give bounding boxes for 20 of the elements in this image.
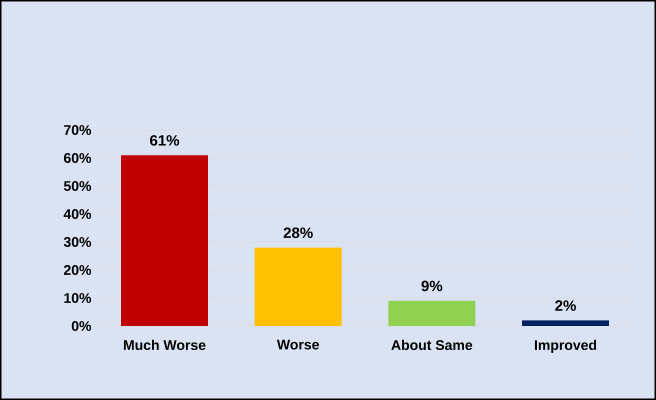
- bar: [522, 320, 610, 326]
- y-tick-label: 10%: [64, 293, 92, 303]
- bar: [254, 248, 342, 326]
- bar: [388, 300, 476, 326]
- x-tick-label: Improved: [534, 340, 596, 353]
- y-tick-label: 0%: [72, 321, 92, 331]
- y-tick-label: 60%: [64, 153, 92, 163]
- bar: [121, 155, 208, 326]
- data-label: 28%: [284, 227, 313, 238]
- y-tick-label: 40%: [64, 209, 92, 219]
- x-tick-label: About Same: [391, 340, 472, 350]
- data-label: 61%: [150, 135, 180, 146]
- y-tick-label: 50%: [64, 181, 92, 191]
- y-tick-label: 70%: [64, 125, 92, 135]
- data-label: 9%: [422, 280, 442, 292]
- y-tick-label: 30%: [64, 237, 92, 247]
- x-tick-label: Much Worse: [124, 340, 206, 350]
- x-tick-label: Worse: [276, 340, 319, 350]
- y-tick-label: 20%: [64, 265, 92, 275]
- data-label: 2%: [555, 300, 576, 311]
